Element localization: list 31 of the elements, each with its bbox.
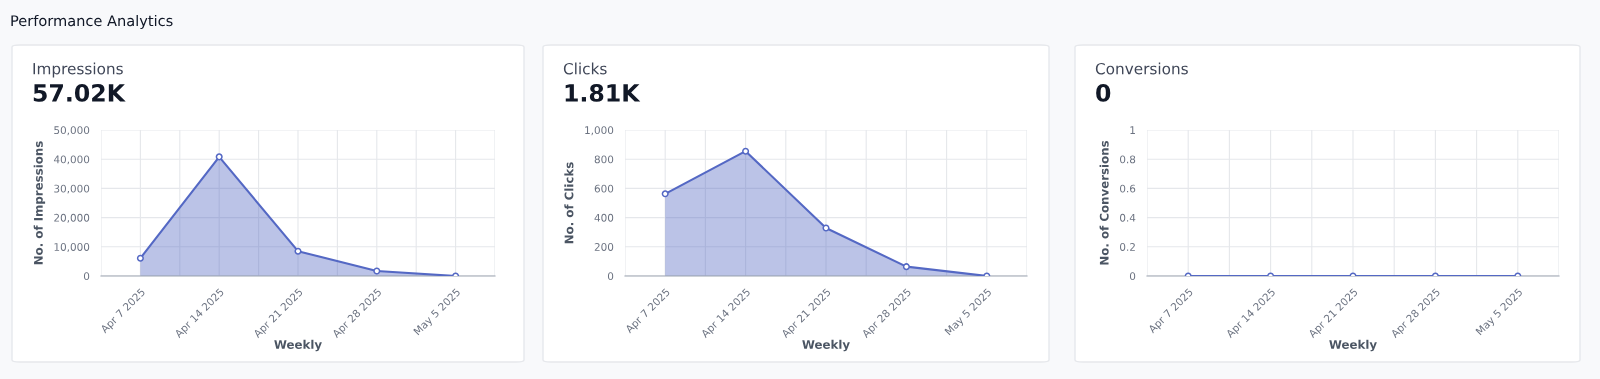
y-tick-label: 0.6 [1120, 184, 1136, 193]
y-tick-label: 0.4 [1120, 213, 1136, 222]
x-axis-title: Weekly [802, 339, 850, 352]
y-tick-label: 400 [594, 213, 614, 222]
y-tick-label: 1,000 [585, 126, 614, 136]
y-tick-label: 600 [594, 184, 614, 193]
chart-subtitle: 1.81K [565, 83, 641, 102]
y-tick-label: 10,000 [54, 243, 90, 252]
chart-title: Conversions [1095, 62, 1188, 75]
y-axis-title: No. of Conversions [1099, 140, 1109, 265]
y-tick-label: 0.2 [1120, 243, 1135, 251]
y-tick-label: 20,000 [54, 213, 90, 223]
text: Performance Analytics [11, 14, 173, 30]
y-tick-label: 0.8 [1120, 155, 1136, 164]
chart-title: Impressions [33, 62, 123, 78]
x-axis-title: Weekly [1329, 339, 1377, 352]
y-tick-label: 30,000 [54, 184, 90, 194]
y-axis-title: No. of Impressions [33, 141, 46, 265]
y-tick-label: 40,000 [53, 155, 90, 165]
y-tick-label: 0 [1129, 272, 1136, 281]
y-tick-label: 200 [594, 243, 614, 251]
chart-subtitle: 0 [1096, 83, 1111, 102]
y-tick-label: 50,000 [54, 126, 90, 136]
y-tick-label: 0 [83, 272, 90, 281]
y-axis-title: No. of Clicks [564, 162, 574, 244]
y-tick-label: 1 [1130, 126, 1135, 134]
y-tick-label: 0 [607, 272, 614, 281]
chart-subtitle: 57.02K [33, 83, 126, 102]
x-axis-title: Weekly [274, 339, 322, 352]
y-tick-label: 800 [594, 155, 614, 164]
chart-title: Clicks [563, 62, 607, 75]
